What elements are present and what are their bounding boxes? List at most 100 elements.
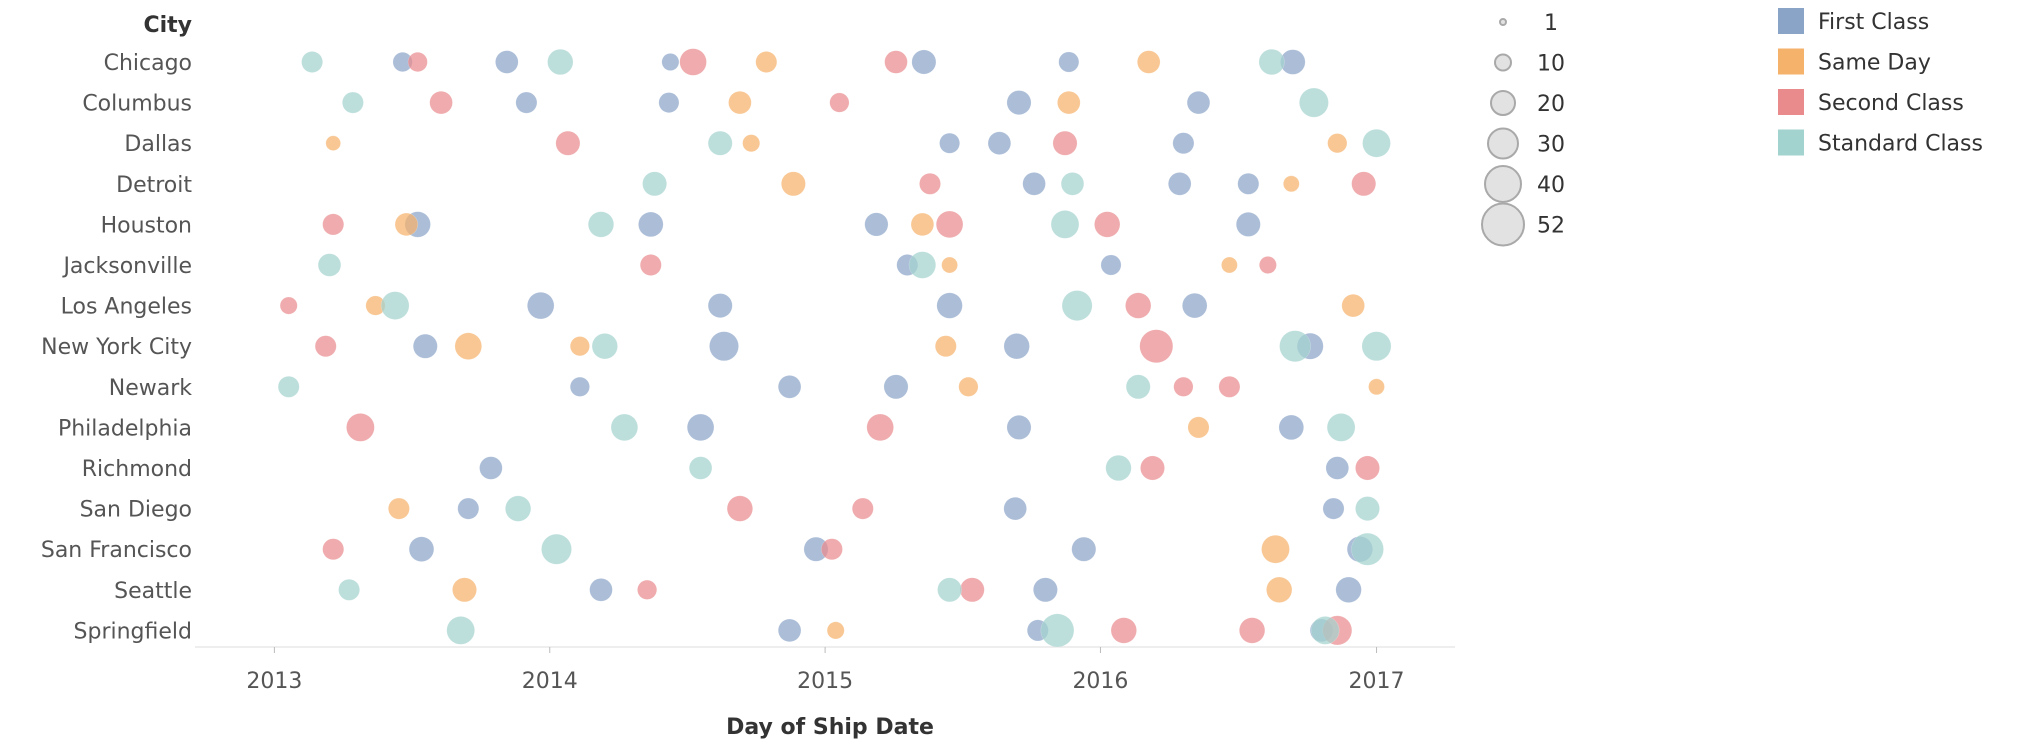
bubble-point[interactable] — [661, 53, 680, 71]
bubble-point[interactable] — [777, 375, 802, 399]
bubble-point[interactable] — [1100, 254, 1122, 276]
bubble-point[interactable] — [587, 211, 615, 238]
bubble-point[interactable] — [884, 50, 908, 74]
bubble-point[interactable] — [1057, 90, 1081, 115]
bubble-point[interactable] — [1261, 534, 1290, 564]
bubble-point[interactable] — [958, 376, 979, 397]
bubble-point[interactable] — [851, 497, 874, 520]
bubble-point[interactable] — [1361, 331, 1392, 362]
bubble-point[interactable] — [1058, 51, 1080, 73]
bubble-point[interactable] — [388, 497, 410, 520]
bubble-point[interactable] — [1125, 292, 1152, 319]
bubble-point[interactable] — [883, 374, 909, 400]
bubble-point[interactable] — [541, 533, 572, 565]
bubble-point[interactable] — [279, 296, 298, 315]
bubble-point[interactable] — [910, 212, 935, 237]
bubble-point[interactable] — [322, 538, 345, 561]
bubble-point[interactable] — [1003, 496, 1027, 521]
bubble-point[interactable] — [314, 335, 337, 358]
bubble-point[interactable] — [919, 172, 941, 195]
bubble-point[interactable] — [864, 212, 889, 237]
bubble-point[interactable] — [1168, 172, 1192, 196]
bubble-point[interactable] — [642, 171, 667, 197]
bubble-point[interactable] — [1105, 454, 1132, 482]
bubble-point[interactable] — [1186, 90, 1211, 115]
bubble-point[interactable] — [1110, 617, 1137, 644]
bubble-point[interactable] — [1237, 172, 1260, 195]
bubble-point[interactable] — [1278, 414, 1304, 441]
bubble-point[interactable] — [1139, 329, 1174, 364]
bubble-point[interactable] — [1355, 496, 1380, 521]
bubble-point[interactable] — [1235, 212, 1261, 237]
bubble-point[interactable] — [1259, 256, 1277, 274]
bubble-point[interactable] — [1060, 172, 1085, 196]
bubble-point[interactable] — [1003, 333, 1030, 360]
bubble-point[interactable] — [1022, 172, 1046, 196]
bubble-point[interactable] — [452, 577, 477, 603]
bubble-point[interactable] — [505, 495, 532, 522]
bubble-point[interactable] — [821, 538, 843, 561]
bubble-point[interactable] — [1094, 211, 1121, 238]
color-legend-swatch[interactable] — [1778, 48, 1804, 75]
bubble-point[interactable] — [380, 291, 410, 320]
bubble-point[interactable] — [1362, 128, 1391, 158]
bubble-point[interactable] — [1266, 576, 1293, 603]
bubble-point[interactable] — [686, 413, 715, 442]
bubble-point[interactable] — [688, 456, 713, 480]
bubble-point[interactable] — [658, 92, 680, 113]
bubble-point[interactable] — [1040, 613, 1075, 648]
bubble-point[interactable] — [342, 91, 364, 114]
color-legend-label[interactable]: Second Class — [1818, 91, 1964, 116]
bubble-point[interactable] — [1125, 374, 1151, 400]
bubble-point[interactable] — [454, 332, 482, 360]
bubble-point[interactable] — [638, 211, 664, 238]
bubble-point[interactable] — [742, 134, 761, 153]
bubble-point[interactable] — [1006, 415, 1032, 440]
bubble-point[interactable] — [934, 335, 957, 358]
bubble-point[interactable] — [709, 331, 739, 362]
bubble-point[interactable] — [935, 210, 964, 239]
bubble-point[interactable] — [1052, 130, 1078, 156]
bubble-point[interactable] — [1355, 455, 1380, 481]
bubble-point[interactable] — [1310, 616, 1340, 645]
bubble-point[interactable] — [1061, 290, 1093, 321]
bubble-point[interactable] — [1326, 413, 1356, 442]
bubble-point[interactable] — [726, 495, 753, 522]
bubble-point[interactable] — [1283, 175, 1300, 193]
bubble-point[interactable] — [936, 292, 963, 319]
bubble-point[interactable] — [911, 49, 937, 75]
bubble-point[interactable] — [987, 131, 1012, 155]
bubble-point[interactable] — [707, 130, 733, 156]
bubble-point[interactable] — [781, 171, 806, 197]
bubble-point[interactable] — [908, 251, 937, 279]
bubble-point[interactable] — [1279, 330, 1311, 363]
color-legend-label[interactable]: Standard Class — [1818, 132, 1983, 157]
bubble-point[interactable] — [1322, 497, 1345, 520]
bubble-point[interactable] — [429, 90, 453, 115]
bubble-point[interactable] — [1368, 378, 1385, 396]
bubble-point[interactable] — [755, 51, 778, 73]
bubble-point[interactable] — [394, 212, 419, 237]
bubble-point[interactable] — [1299, 87, 1329, 118]
bubble-point[interactable] — [866, 413, 894, 442]
bubble-point[interactable] — [301, 51, 323, 73]
bubble-point[interactable] — [1173, 376, 1194, 397]
bubble-point[interactable] — [939, 132, 960, 154]
bubble-point[interactable] — [346, 413, 375, 442]
bubble-point[interactable] — [1325, 456, 1349, 480]
bubble-point[interactable] — [1137, 50, 1161, 74]
bubble-point[interactable] — [569, 376, 590, 397]
bubble-point[interactable] — [829, 92, 850, 113]
bubble-point[interactable] — [610, 413, 639, 442]
bubble-point[interactable] — [479, 456, 503, 480]
bubble-point[interactable] — [338, 578, 360, 601]
bubble-point[interactable] — [1218, 375, 1241, 398]
bubble-point[interactable] — [777, 618, 802, 643]
bubble-point[interactable] — [1033, 577, 1058, 603]
bubble-point[interactable] — [527, 291, 555, 320]
bubble-point[interactable] — [728, 90, 752, 115]
color-legend-swatch[interactable] — [1778, 129, 1804, 156]
bubble-point[interactable] — [941, 256, 958, 274]
bubble-point[interactable] — [407, 52, 428, 72]
bubble-point[interactable] — [325, 135, 341, 151]
